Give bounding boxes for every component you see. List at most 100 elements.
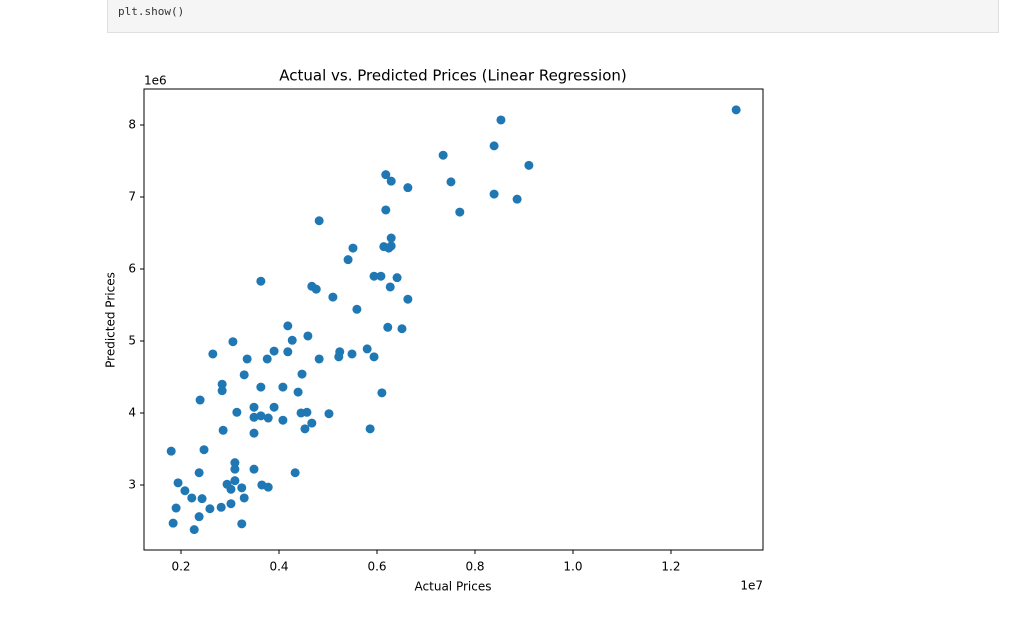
point — [403, 183, 413, 193]
point — [226, 499, 236, 509]
point — [262, 354, 272, 364]
point — [347, 349, 357, 359]
point — [311, 284, 321, 294]
point — [226, 484, 236, 494]
x-tick-label: 0.2 — [171, 560, 190, 574]
point — [381, 170, 391, 180]
point — [217, 386, 227, 396]
point — [296, 408, 306, 418]
point — [314, 216, 324, 226]
point — [489, 141, 499, 151]
point — [512, 194, 522, 204]
point — [307, 418, 317, 428]
point — [377, 388, 387, 398]
point — [168, 518, 178, 528]
point — [195, 395, 205, 405]
y-tick-label: 3 — [128, 477, 136, 491]
plot-frame — [143, 88, 764, 551]
point — [328, 292, 338, 302]
x-offset-label: 1e7 — [740, 579, 763, 593]
point — [173, 478, 183, 488]
point — [249, 402, 259, 412]
point — [348, 243, 358, 253]
point — [199, 445, 209, 455]
point — [249, 428, 259, 438]
point — [230, 476, 240, 486]
x-tick-label: 1.0 — [563, 560, 582, 574]
x-axis-label: Actual Prices — [415, 580, 492, 594]
point — [249, 464, 259, 474]
point — [386, 233, 396, 243]
code-cell: plt.show() — [107, 0, 999, 33]
point — [293, 387, 303, 397]
point — [242, 354, 252, 364]
point — [205, 504, 215, 514]
point — [180, 486, 190, 496]
chart-title: Actual vs. Predicted Prices (Linear Regr… — [279, 67, 626, 85]
chart: Actual vs. Predicted Prices (Linear Regr… — [104, 67, 764, 594]
point — [524, 160, 534, 170]
y-tick-label: 4 — [128, 405, 136, 419]
y-tick-label: 6 — [128, 261, 136, 275]
point — [237, 483, 247, 493]
y-tick-label: 8 — [128, 117, 136, 131]
point — [256, 276, 266, 286]
point — [334, 352, 344, 362]
point — [731, 105, 741, 115]
point — [166, 446, 176, 456]
point — [239, 370, 249, 380]
point — [343, 255, 353, 265]
point — [208, 349, 218, 359]
point — [230, 464, 240, 474]
point — [263, 413, 273, 423]
point — [362, 344, 372, 354]
point — [297, 369, 307, 379]
point — [232, 407, 242, 417]
y-tick-label: 5 — [128, 333, 136, 347]
point — [218, 425, 228, 435]
y-axis-label: Predicted Prices — [104, 272, 118, 368]
point — [228, 337, 238, 347]
point — [283, 321, 293, 331]
point — [249, 412, 259, 422]
point — [283, 347, 293, 357]
point — [381, 205, 391, 215]
point — [217, 379, 227, 389]
point — [239, 493, 249, 503]
point — [278, 382, 288, 392]
point — [290, 468, 300, 478]
x-tick-label: 0.6 — [367, 560, 386, 574]
page: plt.show() Actual vs. Predicted Prices (… — [103, 0, 999, 594]
point — [392, 273, 402, 283]
point — [269, 402, 279, 412]
point — [256, 382, 266, 392]
point — [385, 282, 395, 292]
point — [314, 354, 324, 364]
point — [397, 324, 407, 334]
point — [263, 482, 273, 492]
x-tick-label: 0.4 — [269, 560, 288, 574]
point — [287, 335, 297, 345]
point — [446, 177, 456, 187]
point — [303, 331, 313, 341]
point — [455, 207, 465, 217]
point — [438, 150, 448, 160]
point — [403, 294, 413, 304]
point — [194, 512, 204, 522]
point — [369, 271, 379, 281]
point — [386, 176, 396, 186]
point — [352, 304, 362, 314]
y-offset-label: 1e6 — [144, 74, 167, 88]
point — [189, 525, 199, 535]
point — [269, 346, 279, 356]
point — [489, 189, 499, 199]
point — [300, 424, 310, 434]
point — [496, 115, 506, 125]
x-tick-label: 1.2 — [661, 560, 680, 574]
point — [197, 494, 207, 504]
point — [383, 322, 393, 332]
point — [171, 503, 181, 513]
y-tick-label: 7 — [128, 189, 136, 203]
point — [237, 519, 247, 529]
point — [386, 241, 396, 251]
